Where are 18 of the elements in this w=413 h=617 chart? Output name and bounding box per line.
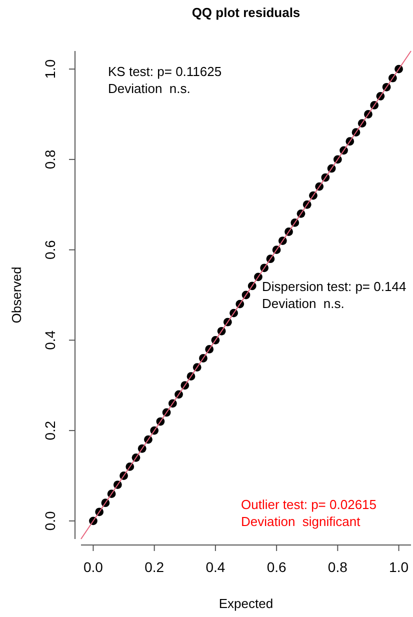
x-tick-label: 0.4 (206, 559, 226, 575)
annotation: Outlier test: p= 0.02615 Deviation significant (241, 497, 377, 529)
x-tick-label: 0.8 (328, 559, 348, 575)
x-tick-label: 0.2 (144, 559, 164, 575)
y-tick-label: 0.8 (42, 150, 58, 170)
y-tick-label: 0.2 (42, 420, 58, 440)
y-axis-title: Observed (9, 266, 24, 324)
x-tick-label: 0.6 (266, 559, 286, 575)
annotation: KS test: p= 0.11625 Deviation n.s. (108, 64, 222, 96)
x-tick-label: 1.0 (389, 559, 409, 575)
x-axis-title: Expected (218, 596, 274, 611)
y-tick-label: 1.0 (42, 59, 58, 79)
annotation: Dispersion test: p= 0.144 Deviation n.s. (262, 279, 406, 311)
y-tick-label: 0.6 (42, 240, 58, 260)
chart-title: QQ plot residuals (192, 5, 300, 20)
x-tick-label: 0.0 (83, 559, 104, 575)
y-tick-label: 0.0 (42, 510, 58, 531)
y-tick-label: 0.4 (42, 330, 58, 350)
